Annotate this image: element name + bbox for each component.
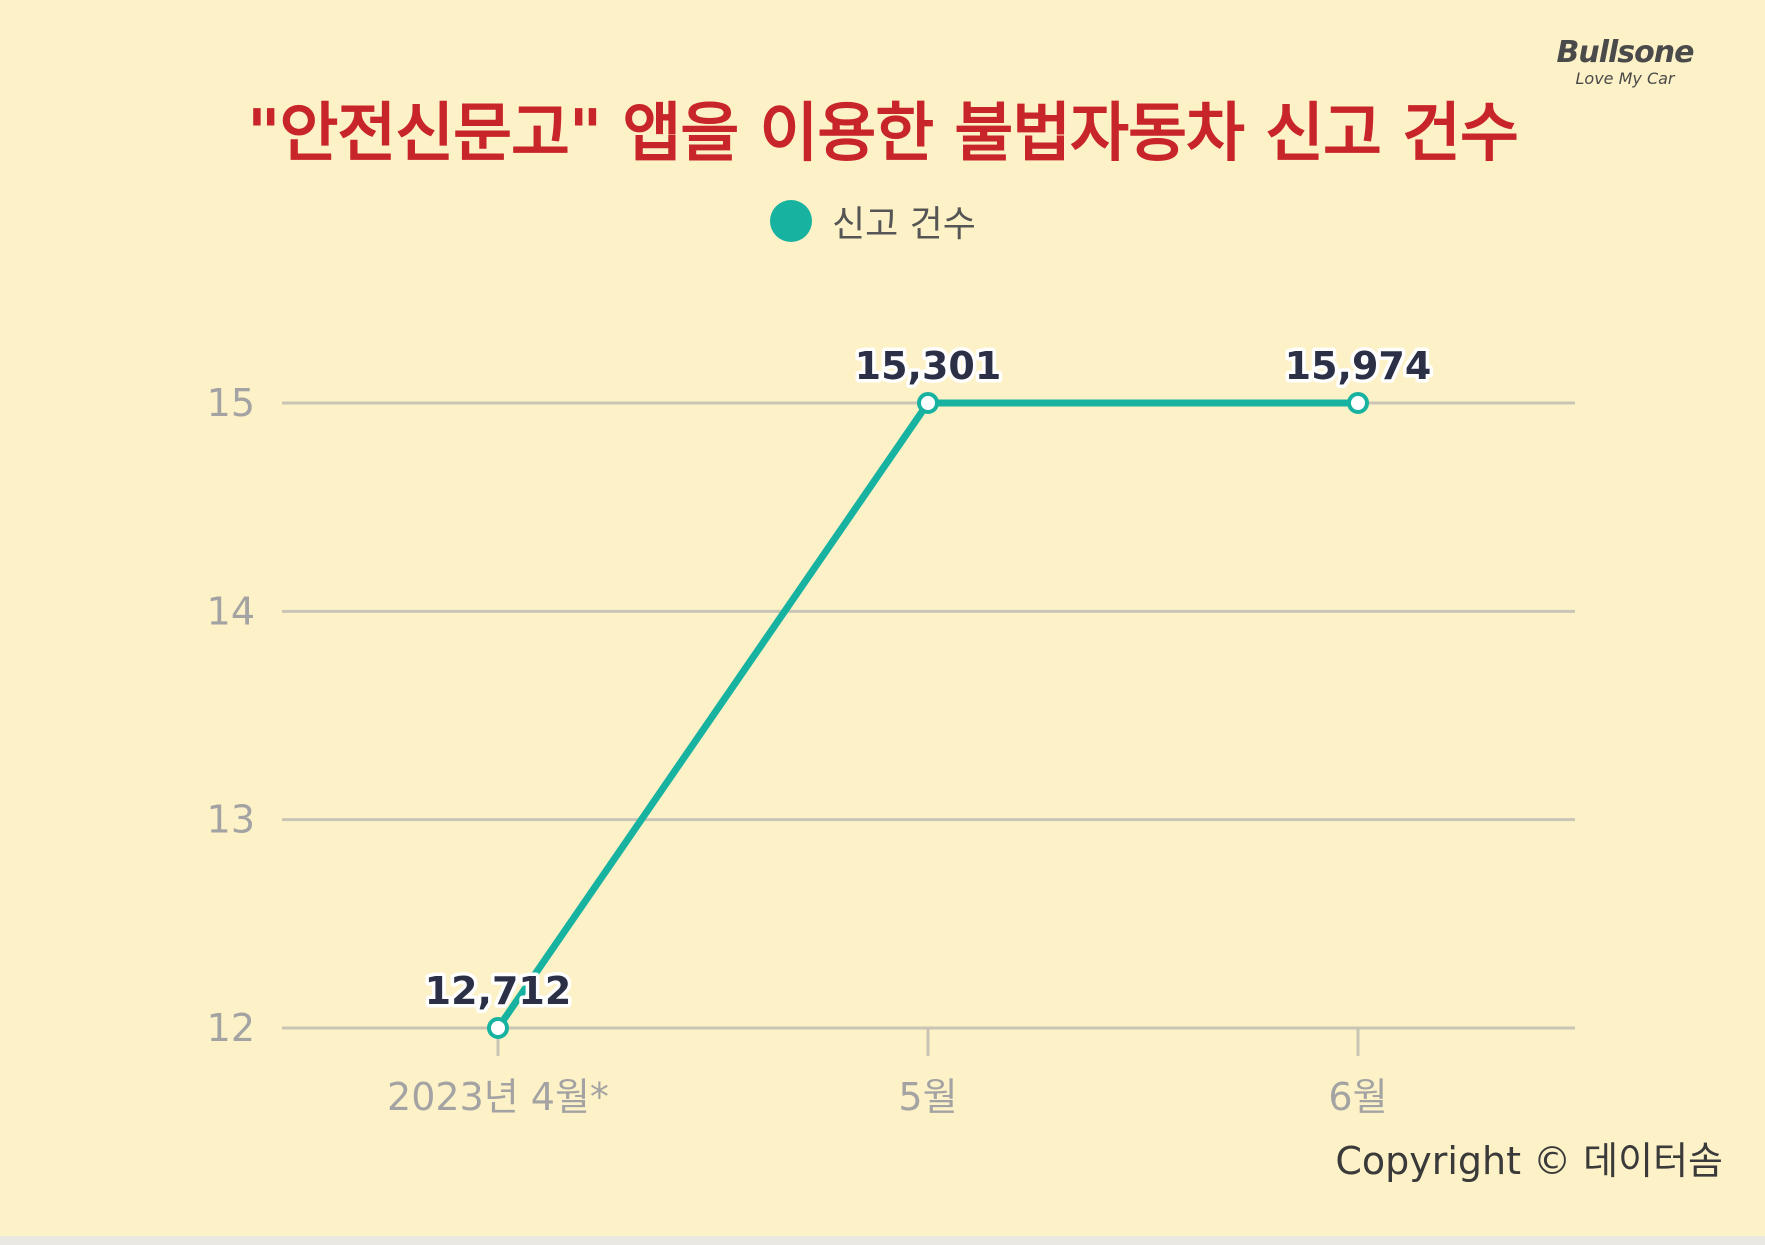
data-point-1 — [917, 392, 939, 414]
y-tick-label-14: 14 — [207, 589, 255, 633]
grid-lines — [282, 401, 1575, 1030]
data-label-0: 12,712 — [425, 969, 572, 1013]
data-label-1: 15,301 — [855, 344, 1002, 388]
y-tick-label-15: 15 — [207, 381, 255, 425]
series-line-0 — [494, 399, 1362, 1032]
legend-label: 신고 건수 — [832, 204, 976, 245]
x-tick-label-0: 2023년 4월* — [387, 1075, 609, 1119]
y-axis: 12 13 14 15 — [207, 381, 255, 1050]
x-tick-label-2: 6월 — [1328, 1075, 1387, 1119]
y-tick-label-13: 13 — [207, 798, 255, 842]
legend-swatch — [770, 200, 812, 242]
brand-name: Bullsone — [1556, 35, 1695, 70]
brand-logo: Bullsone Love My Car — [1525, 36, 1725, 88]
data-point-2 — [1347, 392, 1369, 414]
brand-tagline: Love My Car — [1575, 69, 1675, 88]
x-tick-label-1: 5월 — [898, 1075, 957, 1119]
y-tick-label-12: 12 — [207, 1006, 255, 1050]
data-labels: 12,712 15,301 15,974 — [421, 341, 1435, 1017]
data-point-0 — [487, 1017, 509, 1039]
copyright-text: Copyright © 데이터솜 — [1335, 1139, 1723, 1183]
chart-title: "안전신문고" 앱을 이용한 불법자동차 신고 건수 — [247, 97, 1519, 171]
data-label-2: 15,974 — [1285, 344, 1432, 388]
x-axis: 2023년 4월* 5월 6월 — [387, 1028, 1388, 1119]
chart-legend: 신고 건수 — [770, 195, 976, 247]
series-lines — [494, 399, 1362, 1032]
data-points — [487, 392, 1369, 1039]
